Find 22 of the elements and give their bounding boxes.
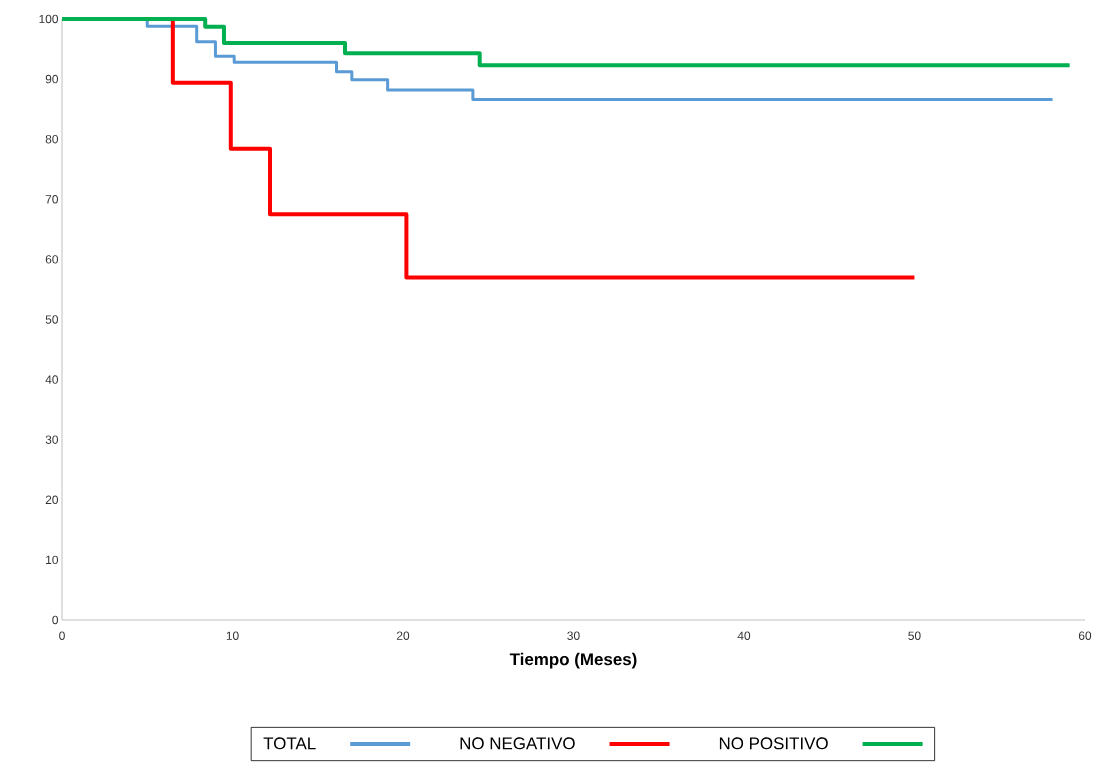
x-axis-title: Tiempo (Meses) <box>509 652 637 669</box>
y-tick-label: 90 <box>45 74 59 84</box>
x-tick-label: 0 <box>59 631 65 640</box>
x-tick-label: 30 <box>567 631 580 640</box>
y-tick-label: 100 <box>39 14 59 24</box>
legend-label: NO POSITIVO <box>719 737 828 750</box>
x-tick-label: 60 <box>1078 631 1092 640</box>
x-tick-label: 10 <box>226 631 239 640</box>
y-tick-label: 10 <box>46 555 59 565</box>
legend-label: NO NEGATIVO <box>460 737 575 750</box>
x-tick-label: 40 <box>737 631 751 640</box>
y-tick-label: 20 <box>45 495 59 505</box>
y-tick-label: 80 <box>45 134 59 144</box>
y-tick-label: 70 <box>45 195 59 204</box>
y-tick-label: 40 <box>45 375 59 384</box>
y-tick-label: 0 <box>52 615 59 625</box>
legend-label: TOTAL <box>263 737 316 750</box>
x-tick-label: 50 <box>908 631 921 640</box>
y-tick-label: 30 <box>45 435 59 444</box>
y-tick-label: 50 <box>45 315 59 324</box>
y-tick-label: 60 <box>45 255 59 264</box>
x-tick-label: 20 <box>396 631 410 640</box>
